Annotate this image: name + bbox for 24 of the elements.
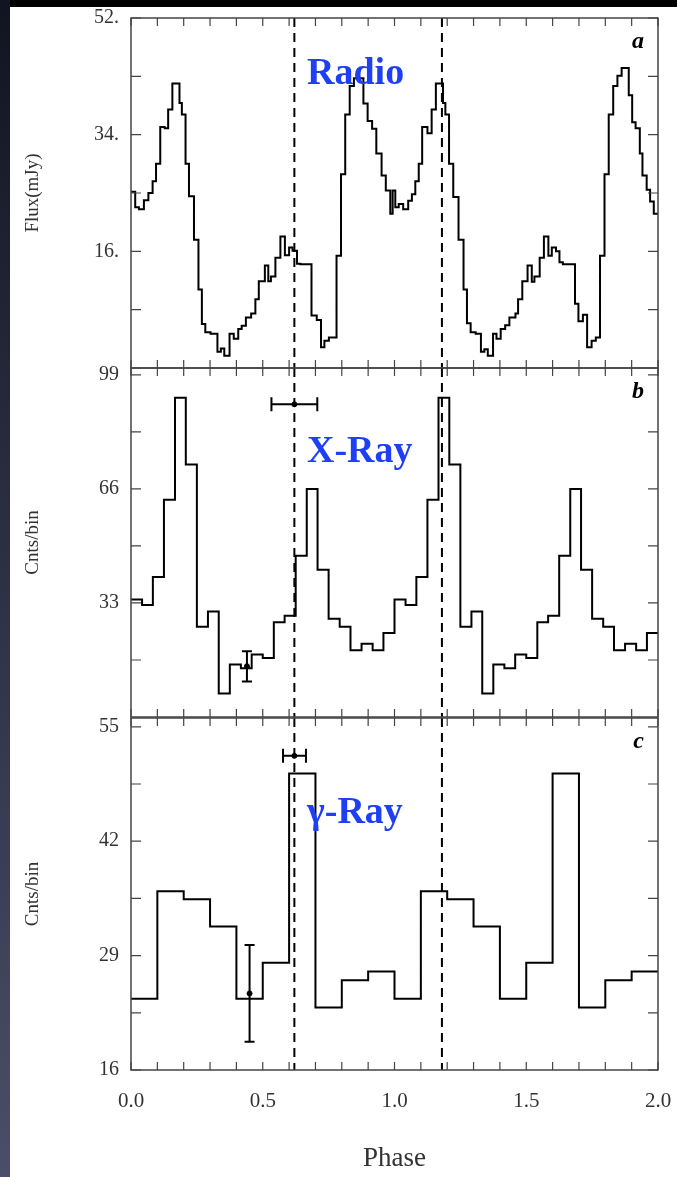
- y-axis-title: Cnts/bin: [21, 861, 43, 927]
- text: X-Ray: [307, 427, 413, 470]
- x-tick-label: 1.0: [381, 1088, 408, 1113]
- annotation: c: [633, 727, 645, 754]
- y-tick-label: 55: [99, 714, 119, 737]
- x-tick-label: 2.0: [644, 1088, 672, 1113]
- y-tick-label: 42: [99, 828, 119, 851]
- y-tick-label: 16.: [94, 238, 119, 261]
- x-tick-label: 0.0: [117, 1088, 145, 1113]
- y-tick-label: 34.: [94, 121, 119, 144]
- y-tick-label: 16: [99, 1057, 119, 1080]
- x-tick-label: 1.5: [513, 1088, 540, 1113]
- annotation: a: [632, 27, 644, 54]
- y-tick-label: 29: [99, 942, 119, 965]
- x-axis-title: Phase: [363, 1141, 427, 1172]
- y-axis-title: Flux(mJy): [21, 153, 44, 233]
- y-tick-label: 99: [99, 362, 119, 385]
- y-tick-label: 33: [99, 590, 119, 613]
- text: Radio: [307, 49, 405, 92]
- y-tick-label: 66: [99, 476, 119, 499]
- y-tick-label: 52.: [94, 5, 119, 28]
- x-tick-label: 0.5: [249, 1088, 276, 1113]
- y-axis-title: Cnts/bin: [21, 509, 43, 575]
- annotation: b: [632, 377, 644, 404]
